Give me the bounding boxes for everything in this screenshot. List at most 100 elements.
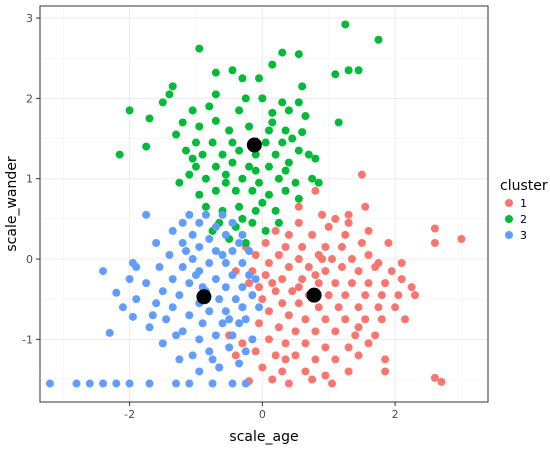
point-cluster-1: [331, 214, 340, 223]
point-cluster-2: [228, 158, 237, 167]
point-cluster-3: [241, 315, 250, 324]
y-tick-label: -1: [22, 333, 33, 346]
point-cluster-3: [112, 288, 121, 297]
point-cluster-2: [258, 94, 267, 103]
point-cluster-1: [328, 379, 337, 388]
point-cluster-3: [211, 246, 220, 255]
point-cluster-3: [188, 351, 197, 360]
point-cluster-3: [238, 283, 247, 292]
point-cluster-3: [238, 230, 247, 239]
x-tick-label: -2: [124, 408, 135, 421]
point-cluster-2: [238, 74, 247, 83]
point-cluster-1: [344, 367, 353, 376]
point-cluster-1: [271, 226, 280, 235]
point-cluster-2: [241, 94, 250, 103]
point-cluster-1: [337, 242, 346, 251]
point-cluster-2: [225, 126, 234, 135]
point-cluster-1: [291, 327, 300, 336]
point-cluster-2: [248, 186, 257, 195]
point-cluster-2: [228, 66, 237, 75]
point-cluster-3: [99, 379, 108, 388]
point-cluster-1: [337, 263, 346, 272]
point-cluster-2: [248, 218, 257, 227]
point-cluster-2: [278, 98, 287, 107]
point-cluster-1: [291, 351, 300, 360]
point-cluster-2: [235, 146, 244, 155]
point-cluster-1: [394, 291, 403, 300]
x-axis-title: scale_age: [229, 429, 298, 445]
point-cluster-3: [132, 295, 141, 304]
point-cluster-3: [185, 210, 194, 219]
point-cluster-1: [284, 263, 293, 272]
point-cluster-1: [410, 291, 419, 300]
point-cluster-3: [198, 283, 207, 292]
point-cluster-1: [347, 255, 356, 264]
point-cluster-1: [284, 311, 293, 320]
point-cluster-2: [281, 166, 290, 175]
point-cluster-3: [175, 355, 184, 364]
point-cluster-3: [172, 331, 181, 340]
point-cluster-3: [208, 355, 217, 364]
point-cluster-3: [99, 267, 108, 276]
point-cluster-3: [221, 230, 230, 239]
point-cluster-1: [258, 363, 267, 372]
point-cluster-1: [384, 238, 393, 247]
data-points: [45, 20, 466, 388]
point-cluster-3: [215, 295, 224, 304]
point-cluster-3: [195, 218, 204, 227]
point-cluster-1: [231, 351, 240, 360]
point-cluster-1: [377, 291, 386, 300]
point-cluster-2: [278, 48, 287, 57]
point-cluster-3: [118, 303, 127, 312]
point-cluster-2: [211, 162, 220, 171]
point-cluster-3: [152, 299, 161, 308]
point-cluster-3: [228, 271, 237, 280]
point-cluster-2: [255, 178, 264, 187]
point-cluster-2: [238, 214, 247, 223]
point-cluster-1: [304, 263, 313, 272]
point-cluster-3: [211, 275, 220, 284]
point-cluster-1: [437, 377, 446, 386]
point-cluster-3: [185, 379, 194, 388]
point-cluster-1: [387, 267, 396, 276]
point-cluster-1: [457, 234, 466, 243]
point-cluster-3: [142, 210, 151, 219]
point-cluster-3: [225, 315, 234, 324]
point-cluster-2: [205, 102, 214, 111]
point-cluster-2: [341, 20, 350, 29]
point-cluster-1: [311, 271, 320, 280]
point-cluster-2: [314, 178, 323, 187]
point-cluster-3: [152, 238, 161, 247]
point-cluster-1: [354, 303, 363, 312]
point-cluster-2: [258, 198, 267, 207]
point-cluster-2: [298, 128, 307, 137]
point-cluster-1: [321, 242, 330, 251]
point-cluster-1: [371, 331, 380, 340]
center-cluster-3: [196, 289, 212, 305]
point-cluster-1: [251, 251, 260, 260]
point-cluster-3: [142, 279, 151, 288]
point-cluster-1: [354, 267, 363, 276]
point-cluster-1: [407, 283, 416, 292]
point-cluster-1: [324, 291, 333, 300]
point-cluster-1: [298, 275, 307, 284]
point-cluster-1: [284, 230, 293, 239]
point-cluster-3: [191, 271, 200, 280]
y-tick-label: 3: [26, 12, 33, 25]
point-cluster-3: [195, 335, 204, 344]
point-cluster-2: [264, 126, 273, 135]
point-cluster-1: [255, 319, 264, 328]
point-cluster-1: [281, 242, 290, 251]
point-cluster-3: [255, 303, 264, 312]
point-cluster-2: [185, 170, 194, 179]
point-cluster-1: [430, 373, 439, 382]
point-cluster-1: [264, 335, 273, 344]
point-cluster-2: [191, 138, 200, 147]
point-cluster-2: [188, 106, 197, 115]
point-cluster-3: [218, 319, 227, 328]
cluster-centers: [196, 137, 322, 305]
point-cluster-1: [301, 339, 310, 348]
legend-label-3: 3: [520, 229, 527, 242]
y-axis-title: scale_wander: [4, 156, 20, 251]
point-cluster-2: [235, 106, 244, 115]
